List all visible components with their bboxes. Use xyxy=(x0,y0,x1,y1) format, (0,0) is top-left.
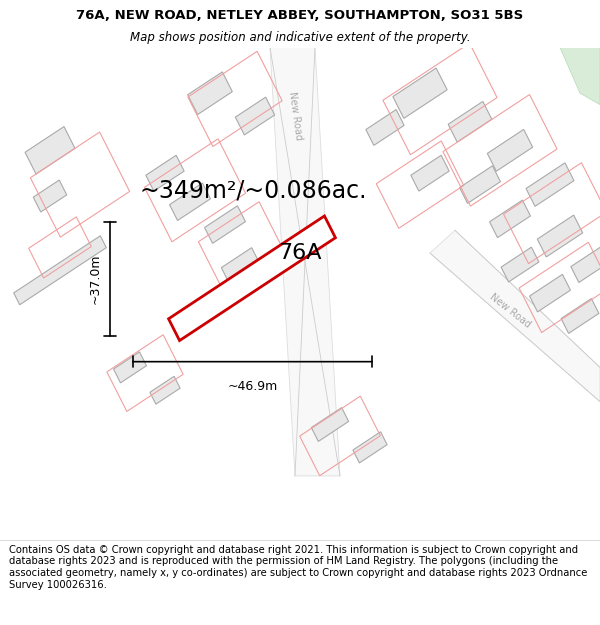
Text: Contains OS data © Crown copyright and database right 2021. This information is : Contains OS data © Crown copyright and d… xyxy=(9,545,587,589)
Polygon shape xyxy=(366,109,404,146)
Polygon shape xyxy=(538,215,583,257)
Polygon shape xyxy=(448,101,492,142)
Polygon shape xyxy=(205,206,245,243)
Polygon shape xyxy=(188,72,232,114)
Polygon shape xyxy=(561,299,599,333)
Text: ~37.0m: ~37.0m xyxy=(89,254,102,304)
Polygon shape xyxy=(169,216,335,341)
Polygon shape xyxy=(33,180,67,212)
Polygon shape xyxy=(150,376,180,404)
Text: 76A: 76A xyxy=(278,243,322,263)
Polygon shape xyxy=(411,155,449,191)
Polygon shape xyxy=(490,200,530,238)
Polygon shape xyxy=(311,408,349,441)
Polygon shape xyxy=(460,166,500,203)
Polygon shape xyxy=(526,163,574,206)
Polygon shape xyxy=(501,247,539,282)
Polygon shape xyxy=(560,48,600,104)
Polygon shape xyxy=(430,230,600,402)
Text: ~46.9m: ~46.9m xyxy=(227,380,278,393)
Polygon shape xyxy=(221,248,259,281)
Text: New Road: New Road xyxy=(488,291,532,329)
Polygon shape xyxy=(487,129,533,171)
Polygon shape xyxy=(353,432,387,463)
Text: Map shows position and indicative extent of the property.: Map shows position and indicative extent… xyxy=(130,31,470,44)
Polygon shape xyxy=(393,68,447,118)
Text: ~349m²/~0.086ac.: ~349m²/~0.086ac. xyxy=(140,178,367,202)
Polygon shape xyxy=(235,97,275,135)
Text: 76A, NEW ROAD, NETLEY ABBEY, SOUTHAMPTON, SO31 5BS: 76A, NEW ROAD, NETLEY ABBEY, SOUTHAMPTON… xyxy=(76,9,524,21)
Polygon shape xyxy=(146,155,184,191)
Polygon shape xyxy=(14,236,106,305)
Text: New Road: New Road xyxy=(287,91,304,141)
Polygon shape xyxy=(571,247,600,282)
Polygon shape xyxy=(530,274,571,312)
Polygon shape xyxy=(113,352,146,383)
Polygon shape xyxy=(270,48,340,476)
Polygon shape xyxy=(170,183,211,221)
Polygon shape xyxy=(25,127,75,174)
